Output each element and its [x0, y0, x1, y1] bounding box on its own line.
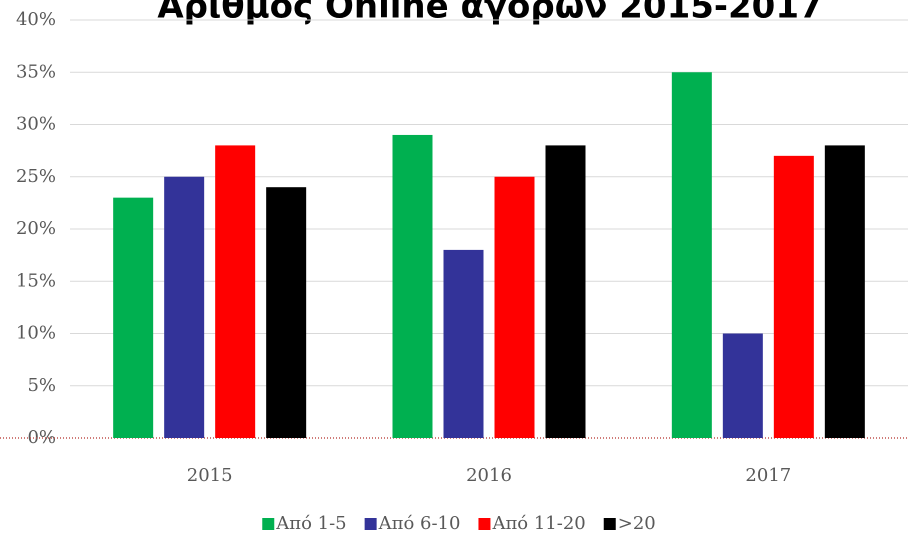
chart-title: Αριθμός Online αγορών 2015-2017 — [157, 0, 822, 27]
legend-swatch — [603, 518, 616, 530]
y-tick-label: 20% — [16, 218, 56, 239]
bar — [494, 176, 535, 438]
legend-label: Από 11-20 — [491, 513, 585, 534]
y-tick-label: 40% — [16, 9, 56, 30]
bar — [824, 145, 865, 438]
legend-label: Από 6-10 — [378, 513, 461, 534]
y-tick-label: 30% — [16, 114, 56, 135]
bar — [722, 333, 763, 438]
bar — [392, 134, 433, 438]
legend-label: >20 — [618, 513, 656, 534]
legend-swatch — [478, 518, 491, 530]
bar — [266, 187, 307, 438]
bar — [215, 145, 256, 438]
bar — [164, 176, 205, 438]
bar — [671, 72, 712, 438]
bar — [443, 249, 484, 438]
y-tick-label: 5% — [27, 375, 56, 396]
y-tick-label: 35% — [16, 61, 56, 82]
legend-swatch — [364, 518, 377, 530]
x-tick-label: 2016 — [466, 465, 512, 486]
legend-label: Από 1-5 — [275, 513, 346, 534]
x-tick-label: 2015 — [187, 465, 233, 486]
bar — [545, 145, 586, 438]
x-tick-label: 2017 — [745, 465, 791, 486]
bar — [113, 197, 154, 438]
y-tick-label: 0% — [27, 427, 56, 448]
y-tick-label: 25% — [16, 166, 56, 187]
bar — [773, 155, 814, 438]
legend-swatch — [262, 518, 275, 530]
y-tick-label: 10% — [16, 323, 56, 344]
y-tick-label: 15% — [16, 270, 56, 291]
